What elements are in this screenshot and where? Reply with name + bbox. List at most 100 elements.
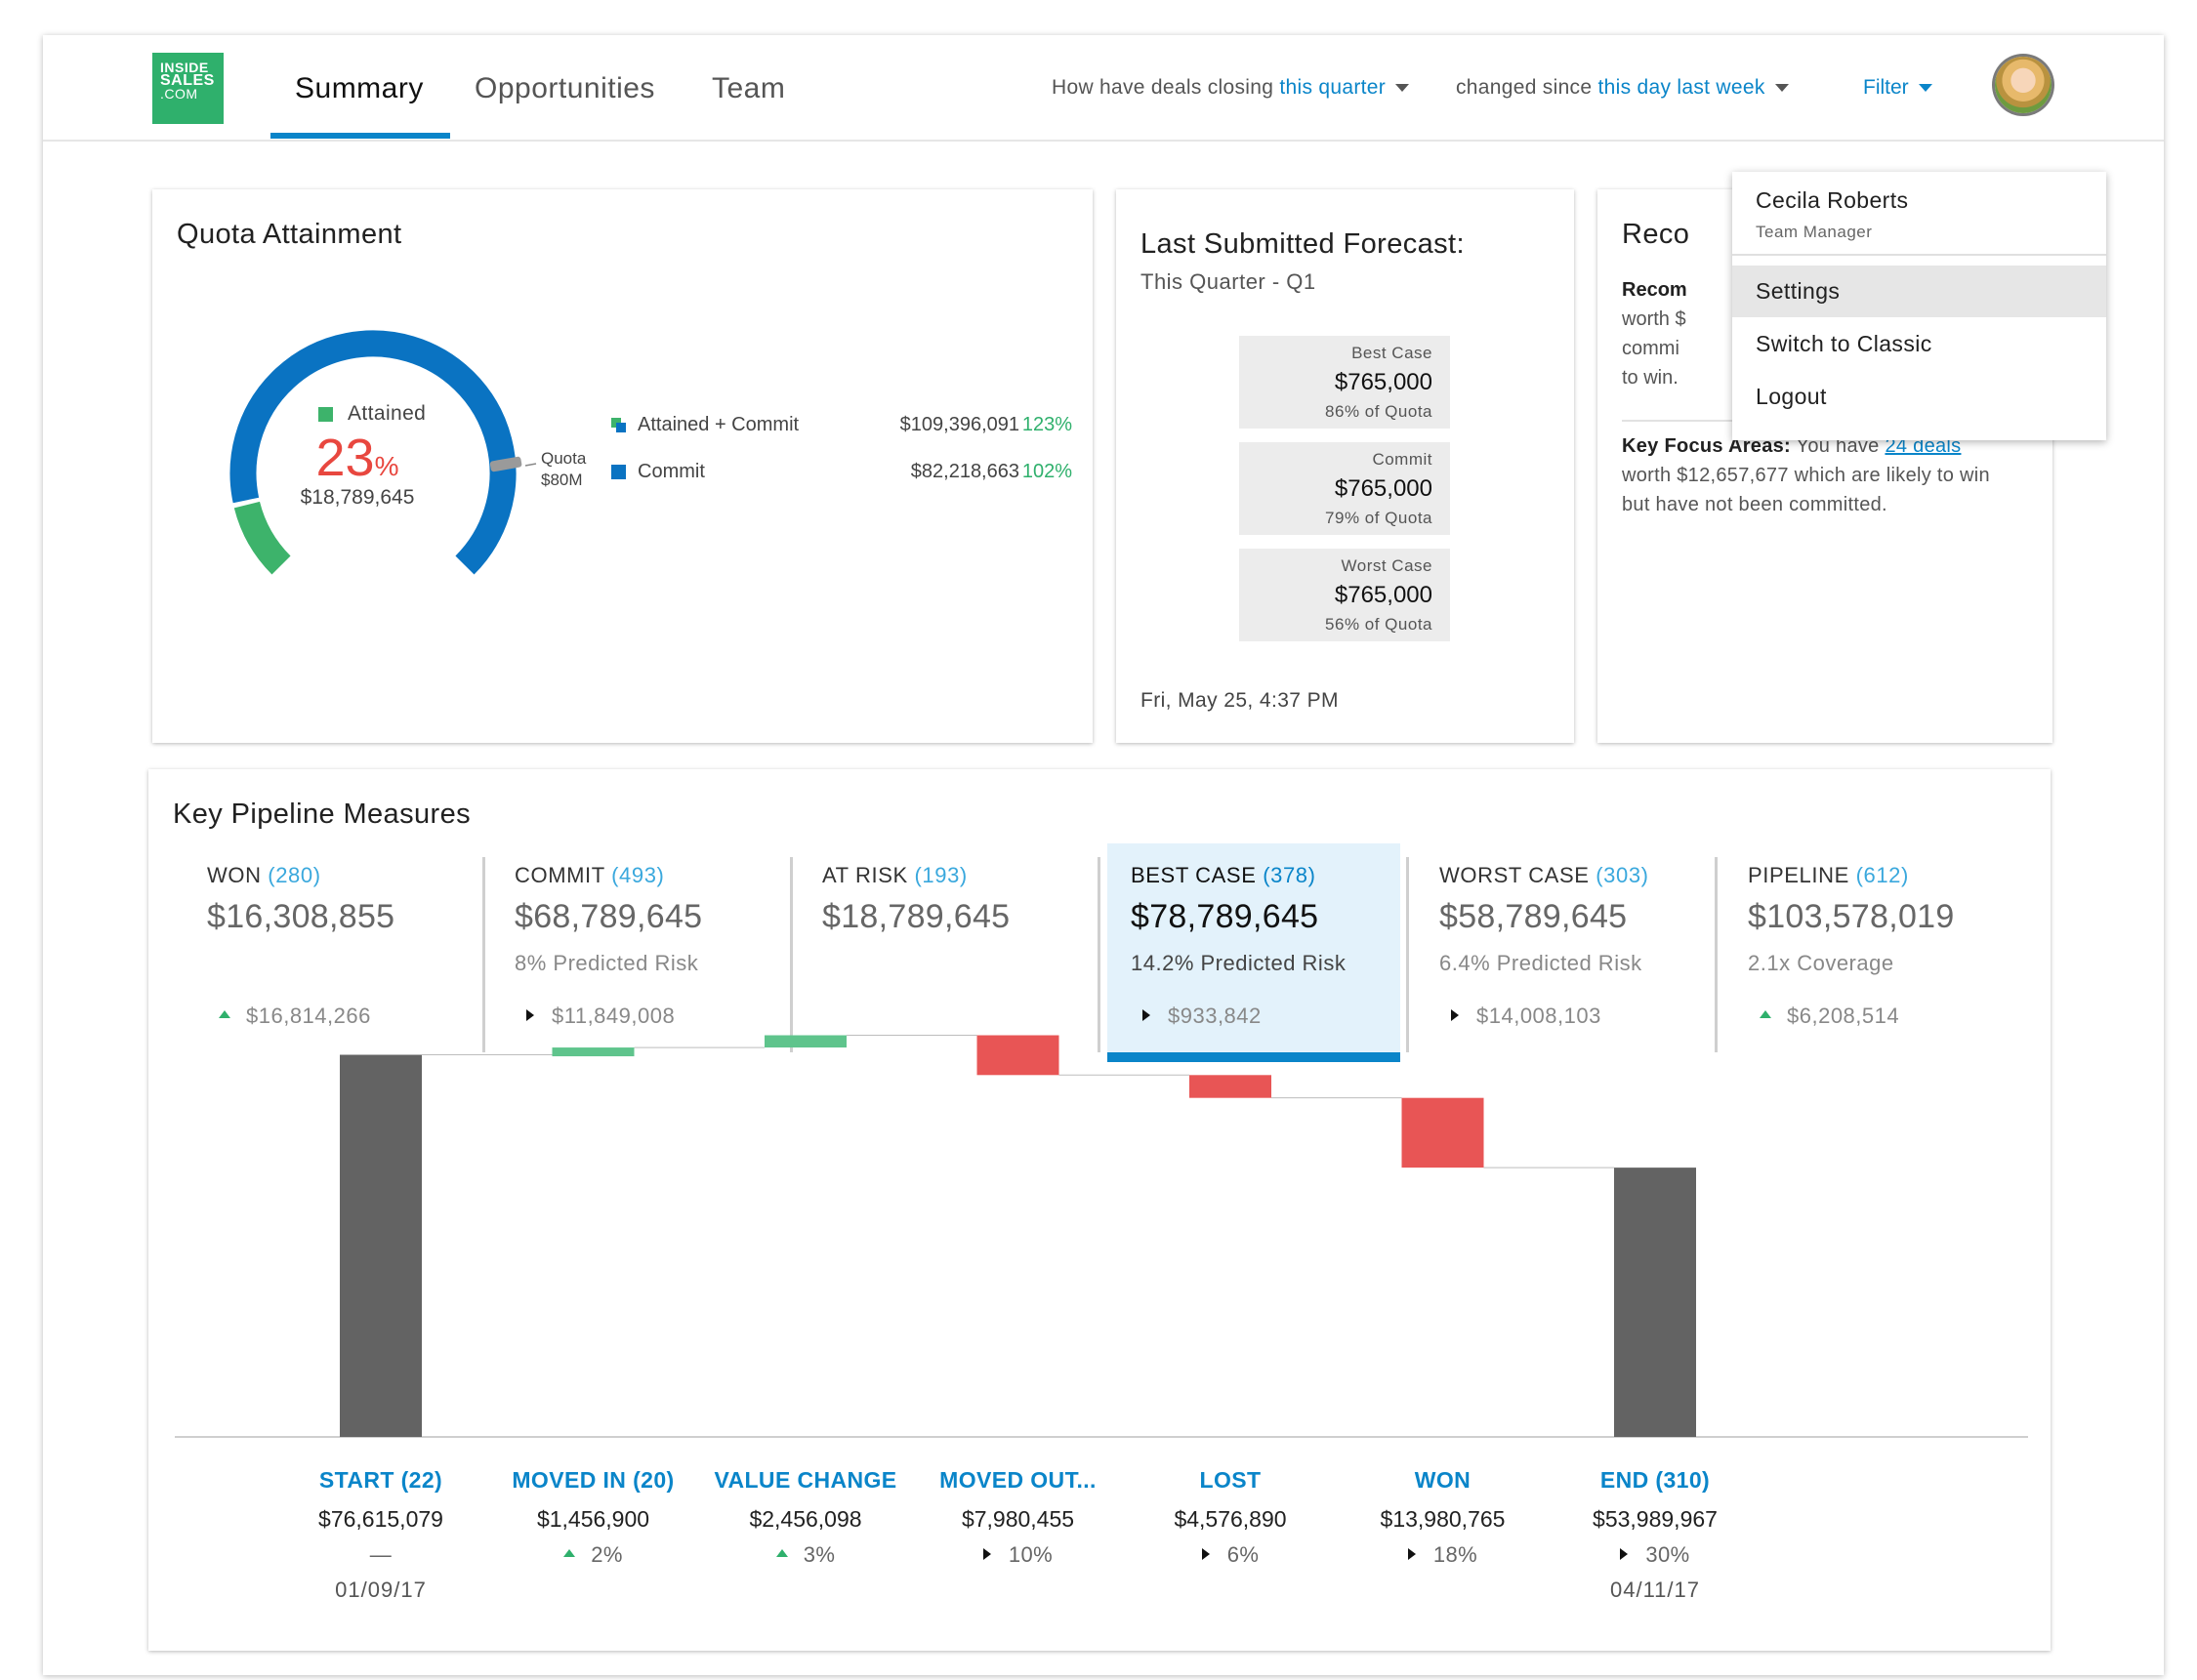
- user-dropdown-menu: Cecila Roberts Team Manager Settings Swi…: [1732, 172, 2106, 440]
- triangle-up-icon: [563, 1549, 576, 1558]
- pipeline-title: Key Pipeline Measures: [173, 799, 471, 830]
- waterfall-category-label[interactable]: VALUE CHANGE: [714, 1467, 897, 1493]
- filter-button[interactable]: Filter: [1863, 76, 1932, 100]
- chevron-down-icon[interactable]: [1774, 84, 1789, 93]
- question-compare-selector[interactable]: changed since this day last week: [1456, 76, 1789, 100]
- waterfall-category-label[interactable]: START (22): [318, 1467, 443, 1493]
- forecast-box-label: Best Case: [1351, 344, 1432, 362]
- menu-user-role: Team Manager: [1756, 223, 1873, 241]
- measure-label: WORST CASE (303): [1439, 863, 1649, 888]
- recommendation-heading: Recom: [1622, 279, 1687, 301]
- period-value[interactable]: this quarter: [1279, 76, 1387, 99]
- attained-label: Attained: [348, 402, 427, 425]
- waterfall-category-label[interactable]: MOVED IN (20): [512, 1467, 675, 1493]
- forecast-box-value: $765,000: [1334, 369, 1432, 395]
- question-period-selector[interactable]: How have deals closing this quarter: [1052, 76, 1410, 100]
- measure-change-value: $16,814,266: [246, 1004, 371, 1028]
- attained-percent: 23%: [284, 428, 431, 488]
- waterfall-category-label[interactable]: MOVED OUT...: [939, 1467, 1097, 1493]
- menu-item-settings[interactable]: Settings: [1732, 266, 2106, 317]
- chevron-down-icon[interactable]: [1395, 84, 1410, 93]
- commit-square-icon: [611, 465, 626, 480]
- measure-sub: 14.2% Predicted Risk: [1131, 951, 1347, 975]
- measure-count: (303): [1596, 863, 1649, 887]
- waterfall-date-label: 01/09/17: [335, 1578, 427, 1602]
- waterfall-bar-1[interactable]: [340, 1054, 422, 1437]
- menu-item-switch-to-classic[interactable]: Switch to Classic: [1732, 318, 2106, 370]
- measure-divider: [482, 857, 485, 1052]
- triangle-up-icon: [1760, 1010, 1771, 1019]
- deals-link[interactable]: 24 deals: [1885, 435, 1962, 457]
- measure-divider: [1715, 857, 1718, 1052]
- triangle-right-icon: [1201, 1548, 1210, 1561]
- question-prefix: How have deals closing: [1052, 76, 1274, 99]
- measure-value: $68,789,645: [515, 898, 703, 935]
- legend-commit: Commit: [611, 461, 705, 483]
- quota-leader-line: [524, 463, 537, 467]
- tab-summary[interactable]: Summary: [295, 72, 424, 104]
- waterfall-bar-6[interactable]: [1401, 1097, 1484, 1168]
- filter-label: Filter: [1863, 76, 1909, 99]
- menu-item-logout[interactable]: Logout: [1732, 371, 2106, 423]
- measure-count: (280): [268, 863, 321, 887]
- forecast-worst-case[interactable]: Worst Case $765,000 56% of Quota: [1239, 549, 1450, 641]
- measure-label: BEST CASE (378): [1131, 863, 1316, 888]
- gauge-commit-arc: [229, 330, 517, 575]
- forecast-box-sub: 56% of Quota: [1325, 615, 1432, 634]
- forecast-best-case[interactable]: Best Case $765,000 86% of Quota: [1239, 336, 1450, 429]
- forecast-box-value: $765,000: [1334, 475, 1432, 502]
- waterfall-percent-label: 30%: [1557, 1542, 1753, 1568]
- user-avatar[interactable]: [1995, 57, 2052, 113]
- waterfall-date-label: 04/11/17: [1609, 1578, 1700, 1602]
- measure-change: $11,849,008: [526, 1004, 675, 1029]
- waterfall-bar-7[interactable]: [1614, 1168, 1696, 1437]
- waterfall-category-label[interactable]: END (310): [1599, 1467, 1711, 1493]
- forecast-subtitle: This Quarter - Q1: [1140, 269, 1316, 294]
- tab-team[interactable]: Team: [712, 72, 786, 104]
- measure-value: $16,308,855: [207, 898, 395, 935]
- question-mid: changed since: [1456, 76, 1593, 99]
- measure-sub: 8% Predicted Risk: [515, 951, 699, 975]
- measure-label: PIPELINE (612): [1748, 863, 1909, 888]
- selected-measure-highlight: [1107, 843, 1400, 1052]
- waterfall-category-label[interactable]: WON: [1414, 1467, 1472, 1493]
- waterfall-category-label[interactable]: LOST: [1199, 1467, 1262, 1493]
- measure-count: (193): [914, 863, 968, 887]
- compare-value[interactable]: this day last week: [1597, 76, 1765, 99]
- measure-divider: [1406, 857, 1409, 1052]
- triangle-right-icon: [1407, 1548, 1416, 1561]
- measure-change-value: $11,849,008: [552, 1004, 676, 1028]
- tab-opportunities[interactable]: Opportunities: [475, 72, 655, 104]
- measure-value: $103,578,019: [1748, 898, 1955, 935]
- waterfall-value-label: $4,576,890: [1174, 1506, 1287, 1532]
- forecast-box-value: $765,000: [1334, 582, 1432, 608]
- logo-line-2: SALES: [160, 72, 215, 89]
- measure-change: $14,008,103: [1451, 1004, 1601, 1029]
- forecast-box-label: Worst Case: [1341, 556, 1432, 575]
- measure-value: $18,789,645: [822, 898, 1011, 935]
- menu-user-name: Cecila Roberts: [1756, 187, 1909, 213]
- triangle-right-icon: [1620, 1548, 1629, 1561]
- logo-line-1: INSIDE: [160, 60, 209, 75]
- waterfall-bar-3[interactable]: [765, 1035, 847, 1048]
- measure-name: WORST CASE: [1439, 863, 1590, 887]
- waterfall-bar-2[interactable]: [552, 1047, 635, 1057]
- waterfall-bar-5[interactable]: [1189, 1075, 1271, 1098]
- triangle-right-icon: [1451, 1009, 1459, 1022]
- forecast-box-sub: 79% of Quota: [1325, 509, 1432, 527]
- insidesales-logo[interactable]: INSIDE SALES .COM: [152, 53, 224, 124]
- measure-name: COMMIT: [515, 863, 605, 887]
- recommendations-title: Reco: [1622, 219, 1690, 250]
- measure-count: (612): [1855, 863, 1909, 887]
- forecast-commit[interactable]: Commit $765,000 79% of Quota: [1239, 442, 1450, 535]
- legend-value: $82,218,663: [910, 461, 1019, 482]
- quota-label: Quota: [541, 449, 587, 468]
- measure-sub: 6.4% Predicted Risk: [1439, 951, 1642, 975]
- measure-value: $78,789,645: [1131, 898, 1319, 935]
- measure-divider: [790, 857, 793, 1052]
- waterfall-value-label: $76,615,079: [318, 1506, 443, 1532]
- triangle-right-icon: [1142, 1009, 1150, 1022]
- recommendation-line-3: to win.: [1622, 367, 1679, 389]
- waterfall-bar-4[interactable]: [976, 1035, 1059, 1076]
- quota-marker: [489, 456, 522, 472]
